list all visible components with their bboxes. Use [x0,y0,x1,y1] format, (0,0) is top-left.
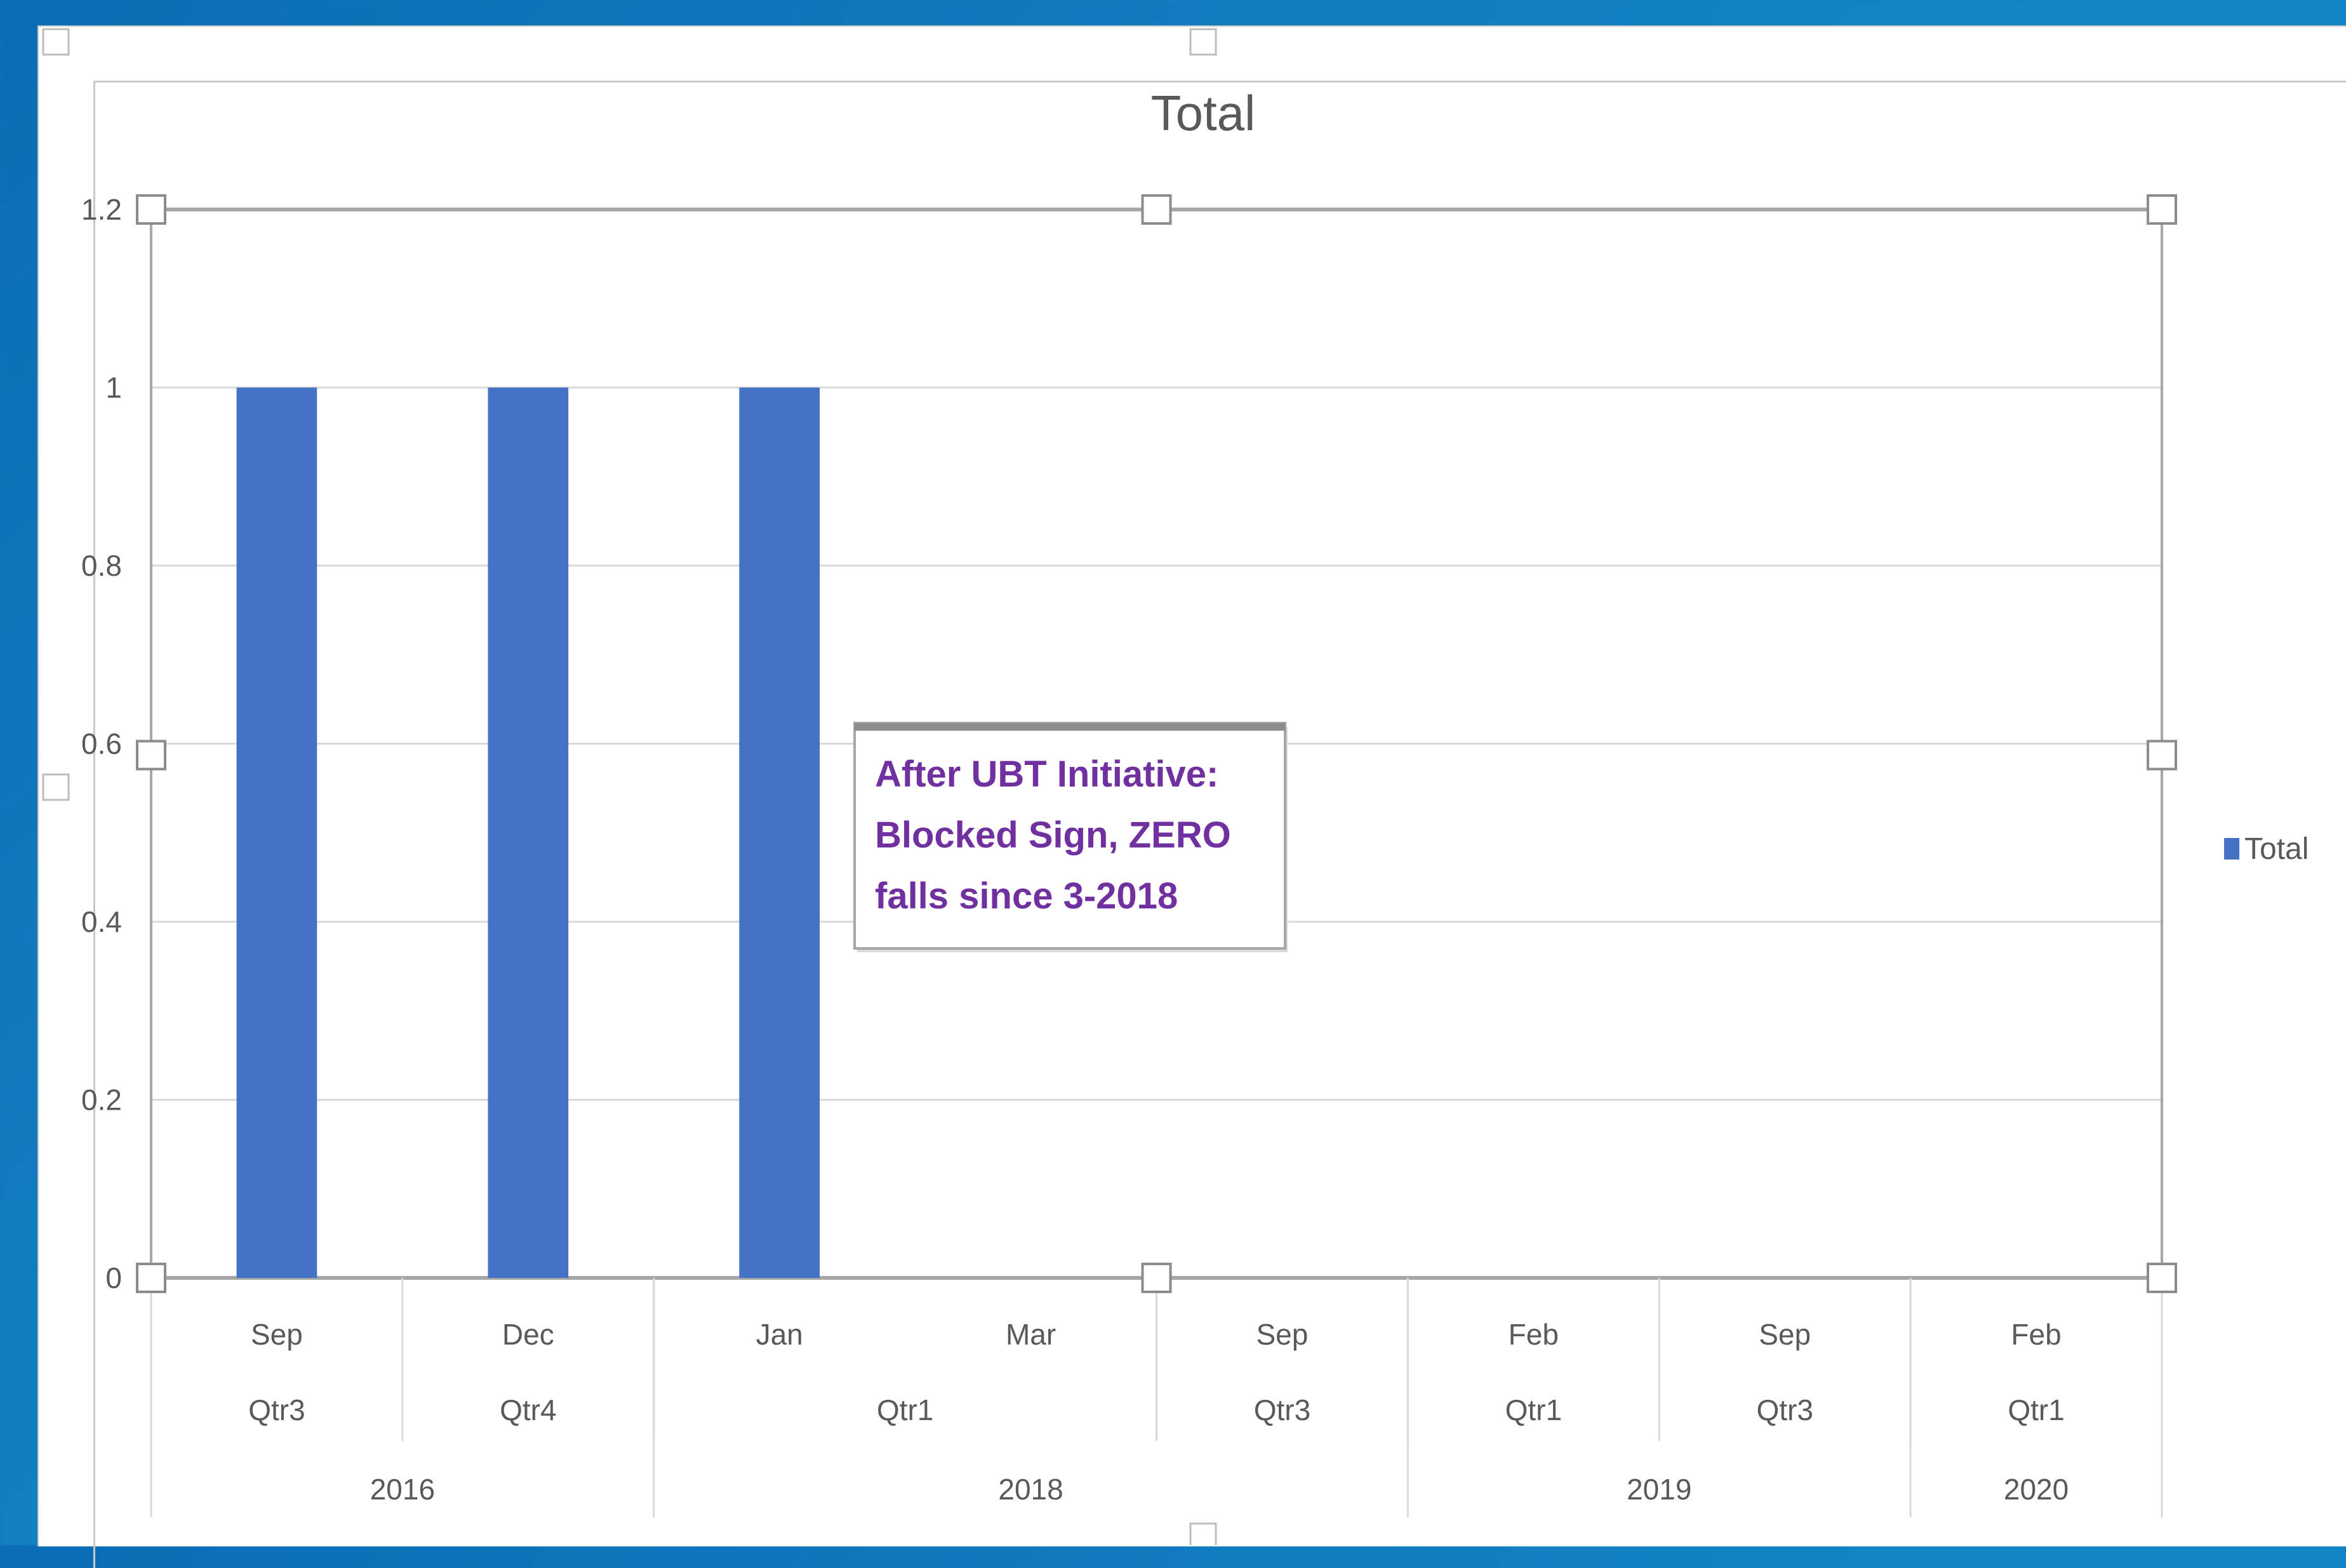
x-tick-label: Sep [251,1318,303,1351]
x-tick-label: Sep [1256,1318,1309,1351]
y-tick-label: 1 [105,371,122,404]
resize-handle[interactable] [2147,740,2177,771]
y-tick-label: 0.4 [81,905,122,938]
year-label: 2016 [370,1473,435,1506]
resize-handle[interactable] [2147,194,2177,225]
resize-handle[interactable] [1141,194,1172,225]
y-tick-label: 0.2 [81,1084,122,1117]
x-tick-label: Sep [1759,1318,1811,1351]
x-tick-label: Dec [502,1318,554,1351]
annotation-text-line: falls since 3-2018 [875,875,1178,917]
chart-resize-handle[interactable] [1189,1522,1217,1545]
legend-swatch [2224,838,2239,860]
bar[interactable] [236,387,317,1279]
chart-resize-handle[interactable] [42,773,70,801]
annotation-text-line: Blocked Sign, ZERO [875,814,1231,856]
year-label: 2018 [998,1473,1063,1506]
chart-title: Total [1151,85,1256,141]
annotation-top-border [855,723,1285,731]
quarter-label: Qtr4 [500,1393,556,1426]
resize-handle[interactable] [1141,1263,1172,1293]
quarter-label: Qtr1 [1505,1393,1562,1426]
x-tick-label: Feb [2011,1318,2061,1351]
resize-handle[interactable] [2147,1263,2177,1293]
resize-handle[interactable] [136,194,166,225]
bar[interactable] [488,387,569,1279]
quarter-label: Qtr3 [1254,1393,1310,1426]
chart-area[interactable] [93,81,2346,1568]
quarter-label: Qtr3 [248,1393,305,1426]
resize-handle[interactable] [136,740,166,771]
chart-resize-handle[interactable] [1189,28,1217,56]
y-tick-label: 0.6 [81,728,122,761]
quarter-label: Qtr1 [877,1393,933,1426]
year-label: 2020 [2004,1473,2069,1506]
y-tick-label: 1.2 [81,193,122,226]
y-tick-label: 0.8 [81,549,122,582]
resize-handle[interactable] [136,1263,166,1293]
legend-label: Total [2244,832,2309,866]
y-tick-label: 0 [105,1261,122,1294]
annotation-text-line: After UBT Initiative: [875,754,1218,795]
x-tick-label: Mar [1006,1318,1056,1351]
x-tick-label: Jan [756,1318,803,1351]
annotation-box[interactable] [853,722,1286,950]
x-tick-label: Feb [1509,1318,1559,1351]
bar[interactable] [739,387,820,1279]
chart-resize-handle[interactable] [42,28,70,56]
quarter-label: Qtr3 [1756,1393,1813,1426]
year-label: 2019 [1627,1473,1691,1506]
quarter-label: Qtr1 [2008,1393,2064,1426]
